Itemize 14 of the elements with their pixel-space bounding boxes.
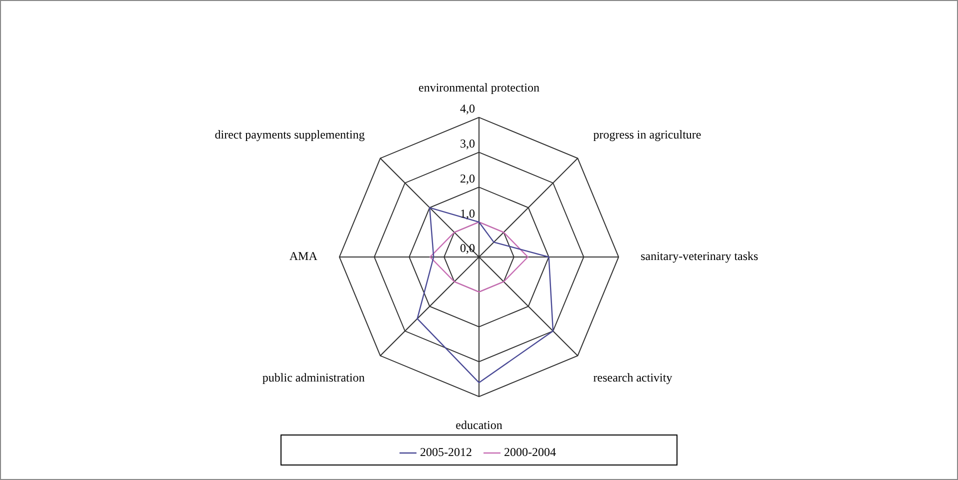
spoke-label: AMA (289, 249, 318, 264)
legend-label: 2005-2012 (420, 445, 472, 460)
y-tick-label: 2,0 (460, 171, 475, 186)
spoke-label: public administration (262, 370, 365, 385)
legend-label: 2000-2004 (504, 445, 556, 460)
y-tick-label: 4,0 (460, 102, 475, 116)
spoke-label: education (456, 418, 502, 432)
spoke-label: sanitary-veterinary tasks (640, 249, 759, 264)
y-tick-label: 1,0 (460, 206, 475, 220)
spoke-label: direct payments supplementing (214, 128, 365, 142)
spoke-label: research activity (593, 370, 672, 385)
spoke-label: progress in agriculture (593, 128, 702, 142)
y-tick-label: 3,0 (460, 136, 475, 150)
spoke-label: environmental protection (418, 80, 540, 94)
